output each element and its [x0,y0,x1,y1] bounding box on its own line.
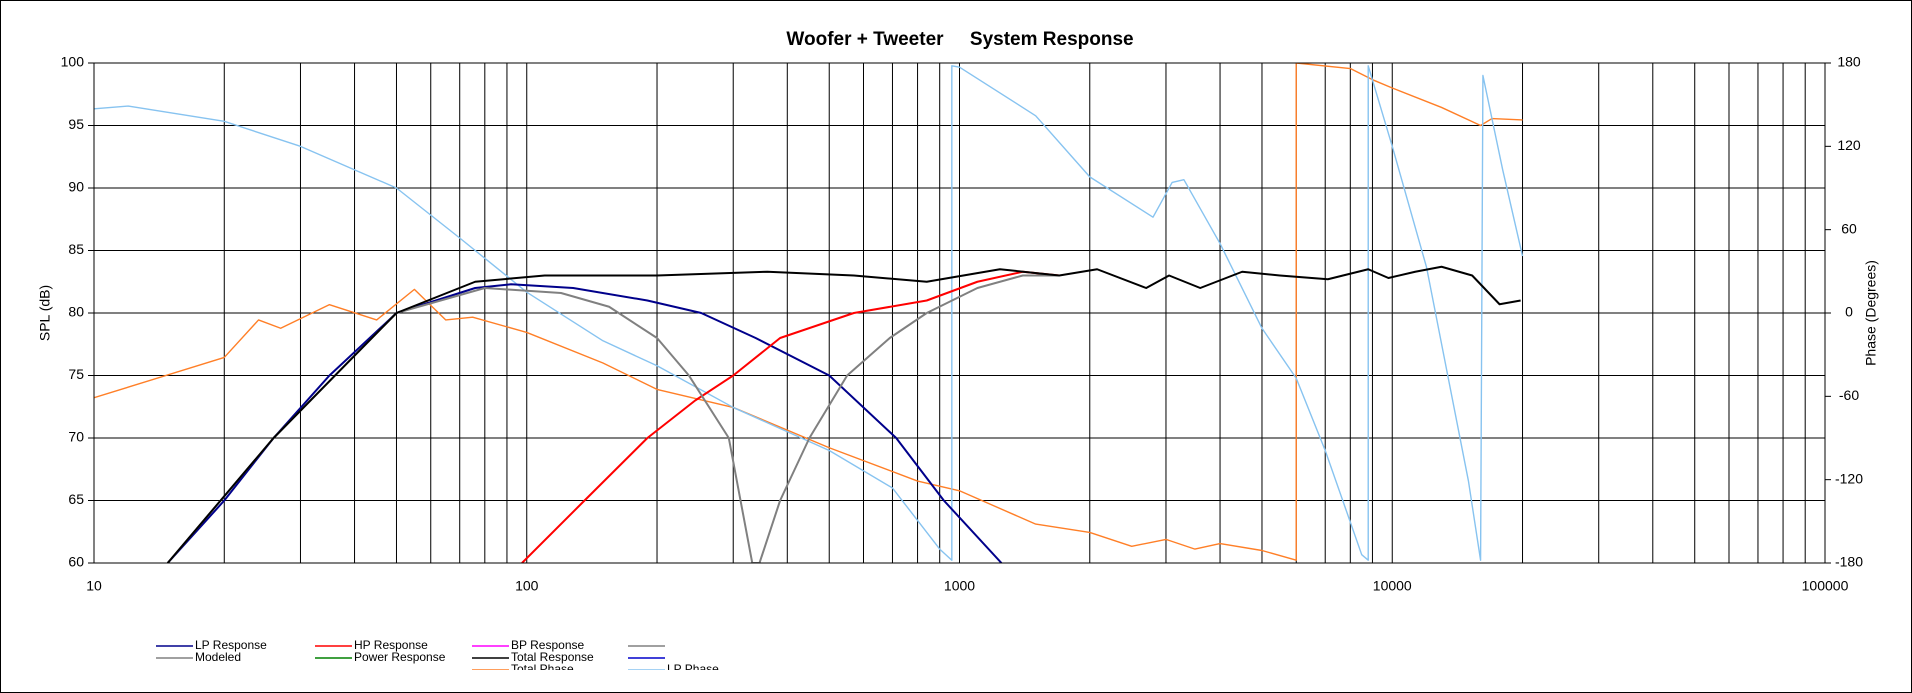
legend-label: Modeled [195,650,241,664]
legend-label: Total Response [511,650,594,664]
y-tick-label: 70 [68,429,84,445]
legend: LP Response HP Response BP Response Modeled… [156,638,719,676]
y2-tick-label: 0 [1845,304,1853,320]
y-tick-label: 60 [68,554,84,570]
legend-label: Total Phase [511,662,574,676]
y-tick-label: 65 [68,491,84,507]
y-tick-label: 85 [68,241,84,257]
y2-tick-label: 180 [1837,54,1861,70]
grid [93,62,1826,564]
legend-label: LP Response [195,638,267,652]
chart-title: Woofer + Tweeter System Response [786,29,1133,50]
y-tick-label: 95 [68,116,84,132]
series-line [166,274,1060,563]
y-tick-label: 90 [68,179,84,195]
y2-tick-label: -120 [1835,470,1863,486]
y2-tick-label: 60 [1841,220,1857,236]
legend-label: HP Response [354,638,428,652]
x-tick-label: 10000 [1373,578,1412,594]
x-tick-label: 10 [86,578,102,594]
y2-axis-label: Phase (Degrees) [1863,260,1879,366]
y-tick-label: 80 [68,304,84,320]
x-tick-label: 1000 [944,578,975,594]
x-tick-label: 100 [515,578,539,594]
axes: 10 100 1000 10000 100000 60 65 70 75 80 85 90 95 100 -… [61,54,1864,594]
x-tick-label: 100000 [1802,578,1849,594]
y-tick-label: 75 [68,366,84,382]
legend-label: Power Response [354,650,446,664]
y2-tick-label: -60 [1839,387,1859,403]
legend-label: BP Response [511,638,584,652]
y2-tick-label: 120 [1837,137,1861,153]
plot-lines [94,63,1524,563]
y-tick-label: 100 [61,54,85,70]
series-line [94,65,1524,561]
series-line [166,265,1521,563]
series-line [166,283,1003,563]
y-axis-label: SPL (dB) [37,285,53,341]
y2-tick-label: -180 [1835,554,1863,570]
series-line [521,270,1060,563]
legend-label: LP Phase [667,662,719,676]
